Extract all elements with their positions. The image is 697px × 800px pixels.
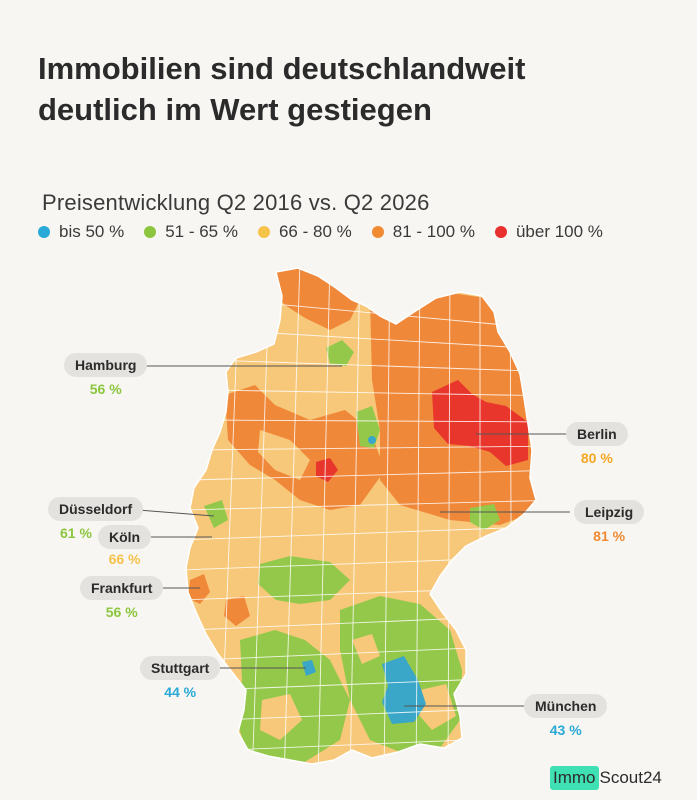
city-value: 66 % [108, 551, 141, 567]
legend-item-ueber-100: über 100 % [494, 222, 603, 242]
southeast-pocket-yellow [418, 684, 456, 730]
legend-label: 51 - 65 % [165, 222, 238, 241]
map-regions [186, 268, 536, 764]
city-value: 81 % [593, 528, 626, 544]
city-name: Hamburg [64, 353, 148, 377]
city-name: Köln [98, 525, 152, 549]
legend-dot-red-icon [494, 226, 507, 238]
legend-dot-green-icon [144, 226, 157, 238]
city-frankfurt: Frankfurt 56 % [80, 576, 164, 620]
city-muenchen: München 43 % [524, 694, 608, 738]
logo-immo: Immo [550, 766, 599, 790]
city-value: 61 % [60, 525, 92, 541]
city-berlin: Berlin 80 % [566, 422, 628, 466]
legend-item-51-65: 51 - 65 % [144, 222, 238, 242]
legend-label: über 100 % [515, 222, 603, 241]
duesseldorf-region-green [204, 500, 228, 528]
legend-label: bis 50 % [59, 222, 125, 241]
bayern-pocket-yellow [352, 634, 380, 664]
muenchen-region-blue [382, 656, 426, 724]
south-pocket-yellow [260, 694, 302, 740]
city-name: Frankfurt [80, 576, 164, 600]
city-koeln: Köln 66 % [98, 525, 152, 567]
legend-item-66-80: 66 - 80 % [257, 222, 352, 242]
city-duesseldorf: Düsseldorf 61 % [48, 497, 144, 541]
title-line-2: deutlich im Wert gestiegen [38, 92, 432, 127]
map-subtitle: Preisentwicklung Q2 2016 vs. Q2 2026 [42, 190, 430, 215]
city-value: 43 % [549, 722, 582, 738]
frankfurt-region-orange [188, 574, 210, 604]
city-name: Berlin [566, 422, 628, 446]
title-line-1: Immobilien sind deutschlandweit [38, 51, 526, 86]
legend-item-81-100: 81 - 100 % [371, 222, 475, 242]
city-leipzig: Leipzig 81 % [574, 500, 645, 544]
leipzig-region-green [470, 504, 500, 530]
legend-dot-blue-icon [38, 226, 50, 238]
rhein-spot-orange [224, 596, 250, 626]
leader-lines [137, 365, 570, 707]
duesseldorf-leader-line [137, 509, 215, 517]
legend-item-bis-50: bis 50 % [38, 222, 124, 242]
city-name: München [524, 694, 608, 718]
page-title: Immobilien sind deutschlandweit deutlich… [38, 48, 678, 130]
legend-dot-orange-icon [371, 226, 384, 238]
city-hamburg: Hamburg 56 % [64, 353, 148, 397]
city-value: 56 % [105, 604, 138, 620]
central-spot-blue [368, 436, 376, 444]
city-stuttgart: Stuttgart 44 % [140, 656, 221, 700]
legend-label: 66 - 80 % [278, 222, 352, 241]
stuttgart-region-blue [302, 660, 316, 676]
city-name: Leipzig [574, 500, 645, 524]
city-value: 56 % [89, 381, 122, 397]
immoscout24-logo: Immo Scout24 [550, 766, 662, 790]
legend: bis 50 % 51 - 65 % 66 - 80 % 81 - 100 % … [38, 222, 689, 242]
frankfurt-area-green [258, 556, 350, 604]
legend-dot-yellow-icon [257, 226, 270, 238]
central-pocket-yellow [258, 430, 310, 480]
hamburg-region-green [326, 340, 354, 366]
city-value: 80 % [580, 450, 613, 466]
logo-scout: Scout24 [599, 768, 662, 787]
city-value: 44 % [164, 684, 197, 700]
city-name: Düsseldorf [48, 497, 144, 521]
city-name: Stuttgart [140, 656, 221, 680]
legend-label: 81 - 100 % [392, 222, 475, 241]
